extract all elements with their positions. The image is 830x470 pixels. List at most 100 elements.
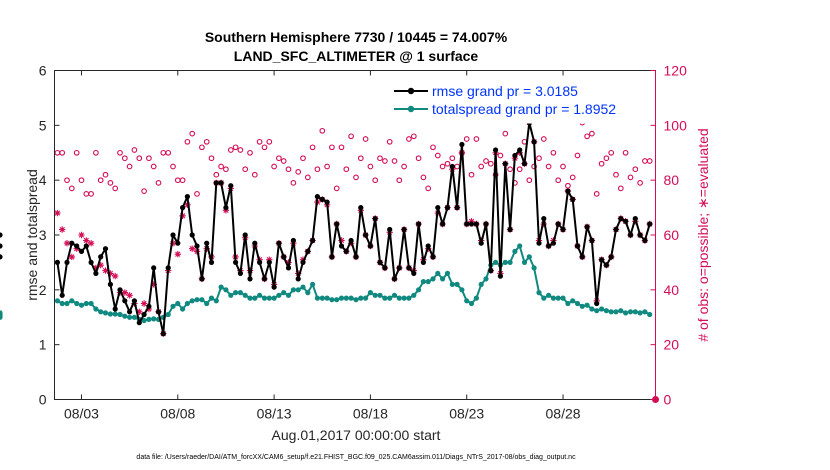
possible-obs-point xyxy=(593,191,600,197)
rmse-point xyxy=(449,163,455,170)
rmse-point xyxy=(252,240,258,246)
rmse-point xyxy=(396,265,402,271)
evaluated-obs-point xyxy=(136,308,143,315)
totalspread-point xyxy=(473,295,479,301)
rmse-point xyxy=(0,243,3,249)
possible-obs-point xyxy=(396,177,403,184)
y-axis-right-label: # of obs: o=possible; ∗=evaluated xyxy=(695,128,711,341)
rmse-point xyxy=(59,292,65,298)
possible-obs-point xyxy=(68,185,75,192)
possible-obs-point xyxy=(617,185,624,192)
totalspread-point xyxy=(74,300,80,307)
possible-obs-point xyxy=(333,185,340,192)
totalspread-point xyxy=(483,276,489,282)
possible-obs-point xyxy=(357,155,364,162)
possible-obs-point xyxy=(613,171,619,178)
rmse-point xyxy=(228,183,234,189)
rmse-point xyxy=(310,237,316,244)
totalspread-point xyxy=(237,290,243,296)
evaluated-obs-point xyxy=(68,253,75,261)
rmse-point xyxy=(560,226,566,233)
x-axis: 08/03 08/08 08/13 08/18 08/23 08/28 xyxy=(64,70,581,422)
possible-obs-point xyxy=(88,191,94,197)
rmse-point xyxy=(242,232,248,238)
totalspread-point xyxy=(642,309,648,315)
rmse-point xyxy=(579,254,585,260)
totalspread-point xyxy=(517,243,523,249)
rmse-point xyxy=(237,270,243,276)
totalspread-point xyxy=(314,295,320,301)
y-right-tick-label: 100 xyxy=(664,117,688,133)
possible-obs-point xyxy=(632,166,639,173)
possible-obs-point xyxy=(622,149,629,156)
rmse-point xyxy=(411,270,417,276)
totalspread-point xyxy=(329,297,335,303)
possible-obs-point xyxy=(280,158,287,164)
evaluated-obs-point xyxy=(140,300,148,307)
possible-obs-point xyxy=(598,160,605,167)
totalspread-point xyxy=(435,270,441,276)
possible-obs-point xyxy=(223,166,229,173)
totalspread-point xyxy=(521,259,528,265)
rmse-point xyxy=(208,259,215,265)
totalspread-point xyxy=(242,292,248,298)
rmse-point xyxy=(184,194,190,200)
totalspread-point xyxy=(613,309,619,315)
totalspread-point xyxy=(526,254,532,260)
totalspread-point xyxy=(54,298,61,304)
rmse-point xyxy=(468,221,475,227)
rmse-point xyxy=(131,298,137,304)
possible-obs-point xyxy=(213,171,220,178)
rmse-point xyxy=(319,196,325,202)
legend-rmse-marker xyxy=(407,87,415,95)
totalspread-point xyxy=(416,287,422,293)
rmse-point xyxy=(64,259,70,265)
rmse-point xyxy=(233,259,239,265)
rmse-point xyxy=(329,254,335,260)
legend-rmse-label: rmse grand pr = 3.0185 xyxy=(432,83,578,99)
totalspread-point xyxy=(387,295,393,301)
possible-obs-point xyxy=(64,177,70,184)
totalspread-point xyxy=(512,248,518,254)
rmse-point xyxy=(416,221,422,227)
rmse-point xyxy=(112,306,118,312)
totalspread-point xyxy=(122,313,128,319)
totalspread-point xyxy=(59,300,65,307)
rmse-point xyxy=(550,240,557,246)
possible-obs-point xyxy=(439,163,446,170)
totalspread-point xyxy=(603,308,610,314)
rmse-point xyxy=(189,232,195,238)
possible-obs-point xyxy=(97,177,104,184)
totalspread-point xyxy=(107,311,113,317)
rmse-point xyxy=(107,281,113,287)
rmse-point xyxy=(435,205,441,211)
totalspread-point xyxy=(420,279,426,285)
totalspread-point xyxy=(281,290,287,296)
possible-obs-point xyxy=(247,149,253,156)
y-left-tick-label: 5 xyxy=(39,117,47,133)
rmse-point xyxy=(391,276,398,282)
y-axis-left: 0 1 2 3 4 5 6 xyxy=(39,63,60,408)
possible-obs-point xyxy=(329,144,335,151)
legend-box xyxy=(388,80,647,124)
y-right-tick-label: 20 xyxy=(664,337,680,353)
rmse-point xyxy=(589,237,595,244)
evaluated-obs-point xyxy=(107,270,114,277)
totalspread-point xyxy=(213,298,219,304)
totalspread-point xyxy=(189,298,195,304)
possible-obs-point xyxy=(382,158,388,164)
rmse-point xyxy=(363,232,369,238)
rmse-point xyxy=(647,221,653,227)
totalspread-point xyxy=(319,295,325,301)
totalspread-point xyxy=(228,292,234,298)
evaluated-obs-point xyxy=(266,256,273,263)
totalspread-point xyxy=(507,259,513,265)
totalspread-point xyxy=(358,295,364,301)
rmse-point xyxy=(401,226,407,233)
possible-obs-point xyxy=(117,149,123,156)
rmse-point xyxy=(425,243,431,249)
totalspread-point xyxy=(363,295,369,301)
rmse-point xyxy=(367,243,373,249)
totalspread-point xyxy=(305,290,311,296)
